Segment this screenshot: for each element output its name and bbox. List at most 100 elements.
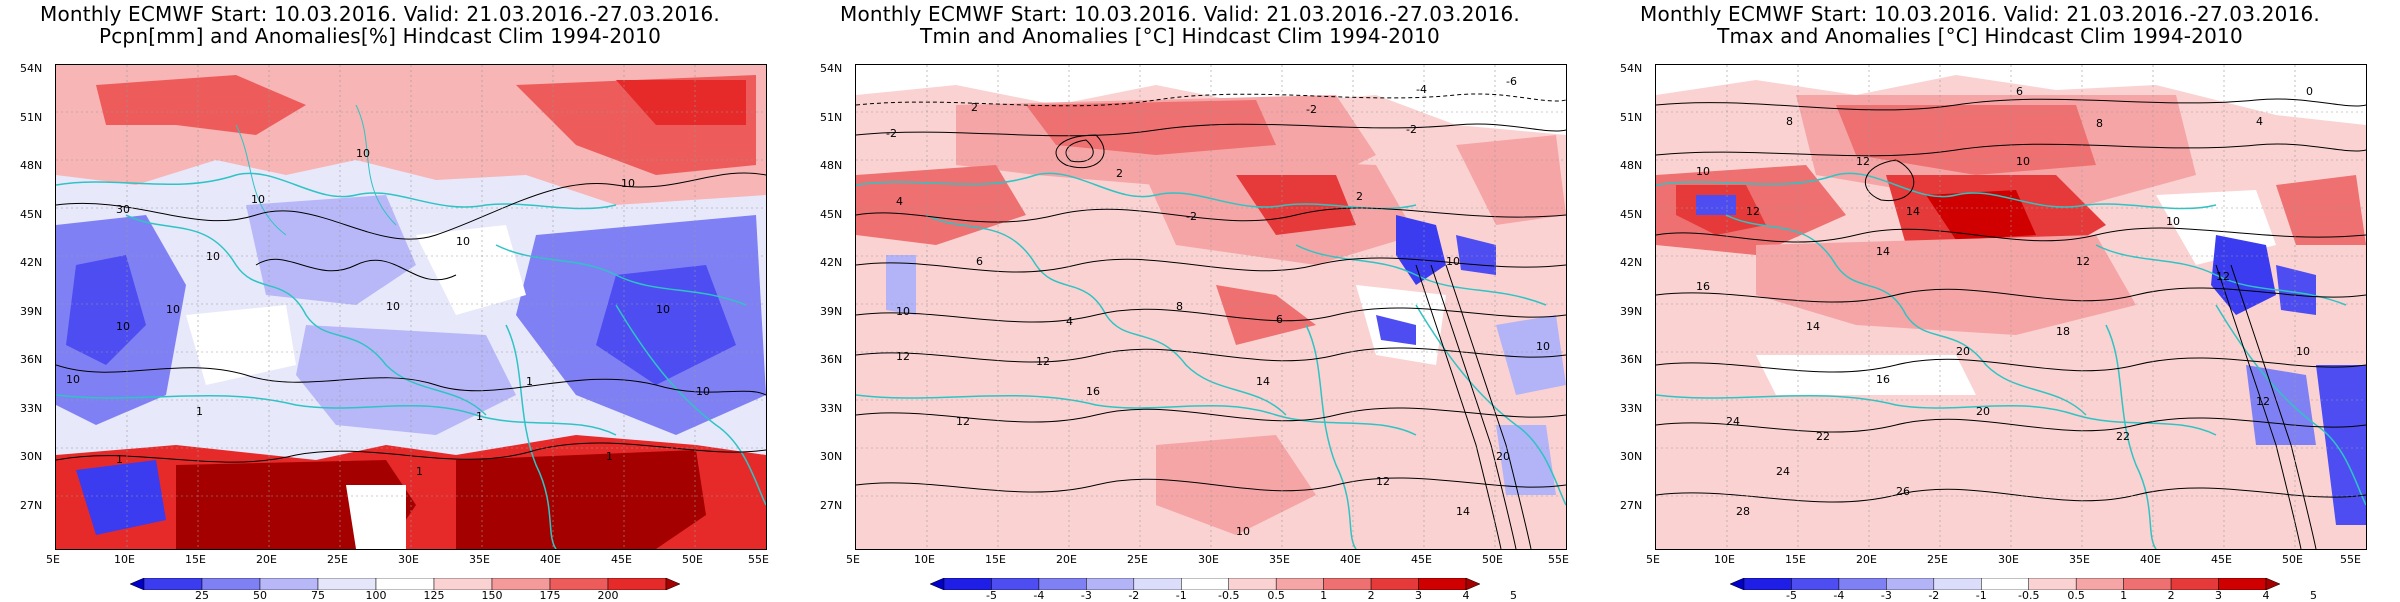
contour-label: 24	[1776, 465, 1790, 478]
lon-label: 45E	[1411, 553, 1432, 566]
contour-label: 1	[476, 410, 483, 423]
contour-label: 14	[1256, 375, 1270, 388]
colorbar-label: -4	[1833, 589, 1845, 602]
lon-label: 10E	[1714, 553, 1735, 566]
contour-label: 16	[1696, 280, 1710, 293]
colorbar-label: 50	[253, 589, 267, 602]
lat-label: 33N	[1620, 402, 1643, 415]
colorbar	[130, 578, 680, 590]
contour-label: 12	[1856, 155, 1870, 168]
contour-label: 14	[1806, 320, 1820, 333]
tmin-panel: Monthly ECMWF Start: 10.03.2016. Valid: …	[800, 0, 1569, 602]
colorbar-label: -2	[1928, 589, 1940, 602]
lon-label: 30E	[398, 553, 419, 566]
colorbar-swatch	[2170, 578, 2219, 590]
colorbar-label: -2	[1128, 589, 1140, 602]
colorbar	[930, 578, 1480, 590]
colorbar-swatch	[2218, 578, 2267, 590]
colorbar-swatch	[930, 578, 945, 590]
map-area: 10 10 10 10 10 10 10 30 10 10 10 1 1 1 1…	[55, 64, 767, 550]
contour-label: 14	[1876, 245, 1890, 258]
lat-label: 54N	[820, 62, 843, 75]
lat-label: 42N	[820, 256, 843, 269]
colorbar	[1730, 578, 2280, 590]
colorbar-label: -1	[1975, 589, 1987, 602]
colorbar-label: -1	[1175, 589, 1187, 602]
lat-label: 54N	[1620, 62, 1643, 75]
lon-label: 10E	[114, 553, 135, 566]
colorbar-label: 150	[481, 589, 503, 602]
colorbar-label: 4	[2262, 589, 2270, 602]
lon-label: 55E	[2340, 553, 2361, 566]
colorbar-swatch	[1133, 578, 1182, 590]
colorbar-label: -5	[1785, 589, 1797, 602]
lat-label: 30N	[1620, 450, 1643, 463]
colorbar-label: 75	[311, 589, 325, 602]
contour-label: -4	[1416, 83, 1427, 96]
lat-label: 48N	[20, 159, 43, 172]
contour-label: 8	[2096, 117, 2103, 130]
contour-label: 6	[976, 255, 983, 268]
colorbar-swatch	[143, 578, 203, 590]
colorbar-swatch	[1323, 578, 1372, 590]
lon-label: 50E	[682, 553, 703, 566]
lat-label: 51N	[820, 111, 843, 124]
colorbar-label: -0.5	[1217, 589, 1240, 602]
colorbar-label: 3	[1415, 589, 1423, 602]
tmax-panel: Monthly ECMWF Start: 10.03.2016. Valid: …	[1600, 0, 2367, 602]
lon-label: 20E	[256, 553, 277, 566]
contour-label: 1	[196, 405, 203, 418]
colorbar-swatch	[1038, 578, 1087, 590]
contour-label: 8	[1176, 300, 1183, 313]
contour-label: 4	[1066, 315, 1073, 328]
lon-label: 45E	[611, 553, 632, 566]
lon-label: 25E	[1127, 553, 1148, 566]
colorbar-label: 0.5	[2067, 589, 2085, 602]
contour-label: 14	[1906, 205, 1920, 218]
colorbar-swatch	[1838, 578, 1887, 590]
contour-label: 6	[1276, 313, 1283, 326]
contour-label: 12	[2216, 270, 2230, 283]
colorbar-label: 125	[423, 589, 445, 602]
precipitation-panel: Monthly ECMWF Start: 10.03.2016. Valid: …	[0, 0, 769, 602]
lat-label: 45N	[20, 208, 43, 221]
lon-label: 15E	[1785, 553, 1806, 566]
colorbar-label: 4	[1462, 589, 1470, 602]
colorbar-label: 5	[2309, 589, 2317, 602]
lon-label: 50E	[1482, 553, 1503, 566]
contour-label: 16	[1086, 385, 1100, 398]
contour-label: 10	[656, 303, 670, 316]
panel-title-line1: Monthly ECMWF Start: 10.03.2016. Valid: …	[1640, 2, 2320, 26]
lat-label: 48N	[820, 159, 843, 172]
lat-label: 33N	[820, 402, 843, 415]
lon-label: 40E	[2140, 553, 2161, 566]
colorbar-label: -0.5	[2017, 589, 2040, 602]
lat-label: 36N	[820, 353, 843, 366]
lat-label: 27N	[1620, 499, 1643, 512]
lat-label: 36N	[1620, 353, 1643, 366]
panel-title-line2: Tmin and Anomalies [°C] Hindcast Clim 19…	[920, 24, 1440, 48]
lat-label: 54N	[20, 62, 43, 75]
contour-label: 2	[1116, 167, 1123, 180]
lon-label: 25E	[327, 553, 348, 566]
lon-label: 5E	[1646, 553, 1660, 566]
lat-label: 45N	[1620, 208, 1643, 221]
lon-label: 40E	[540, 553, 561, 566]
contour-label: 2	[1356, 190, 1363, 203]
colorbar-label: 25	[195, 589, 209, 602]
panel-title-line2: Tmax and Anomalies [°C] Hindcast Clim 19…	[1717, 24, 2243, 48]
lat-label: 30N	[20, 450, 43, 463]
lat-label: 30N	[820, 450, 843, 463]
colorbar-label: 3	[2215, 589, 2223, 602]
lon-label: 55E	[1548, 553, 1569, 566]
colorbar-label: 175	[539, 589, 561, 602]
contour-label: -2	[1186, 210, 1197, 223]
colorbar-swatch	[1886, 578, 1935, 590]
contour-label: 10	[251, 193, 265, 206]
contour-label: 10	[696, 385, 710, 398]
contour-label: 18	[2056, 325, 2070, 338]
contour-label: 26	[1896, 485, 1910, 498]
contour-label: 4	[896, 195, 903, 208]
lon-label: 10E	[914, 553, 935, 566]
lat-label: 42N	[1620, 256, 1643, 269]
